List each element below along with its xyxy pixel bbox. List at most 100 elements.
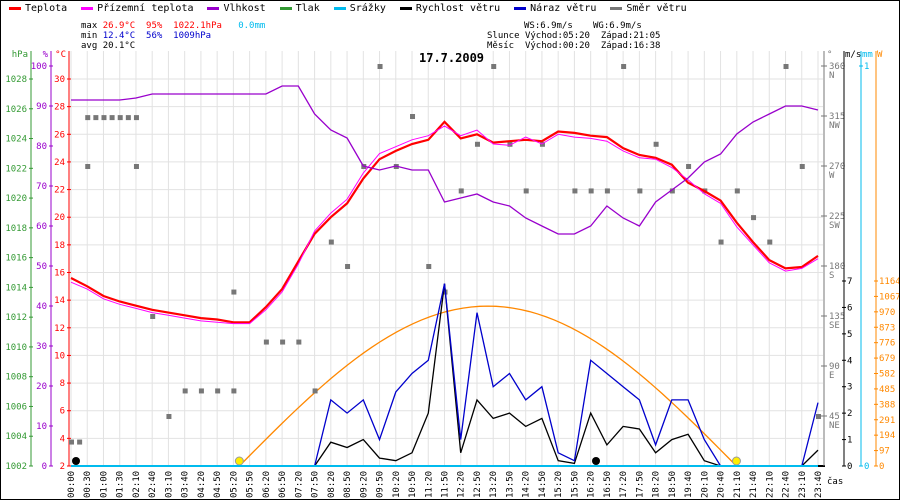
wind-direction-point bbox=[523, 188, 529, 194]
max-rain: 0.0mm bbox=[238, 21, 266, 31]
direction-tick-label: SE bbox=[829, 321, 840, 331]
direction-tick-label: N bbox=[829, 71, 834, 81]
wind-direction-point bbox=[231, 388, 237, 394]
legend-swatch bbox=[514, 7, 527, 10]
direction-tick-label: NE bbox=[829, 421, 840, 431]
press-tick-label: 1006 bbox=[5, 402, 27, 412]
x-tick-label: 03:10 bbox=[164, 471, 174, 498]
legend-swatch bbox=[207, 7, 220, 10]
sun-tick-label: 388 bbox=[879, 400, 895, 410]
wind-direction-point bbox=[263, 339, 269, 345]
wind-direction-point bbox=[215, 388, 221, 394]
wind-direction-point bbox=[734, 188, 740, 194]
x-tick-label: 19:40 bbox=[684, 471, 694, 498]
temp-tick-label: 22 bbox=[54, 186, 65, 196]
x-tick-label: 12:50 bbox=[473, 471, 483, 498]
chart-title: 17.7.2009 bbox=[419, 51, 485, 65]
x-tick-label: 13:50 bbox=[505, 471, 515, 498]
wind-direction-point bbox=[69, 439, 74, 445]
wind-tick-label: 2 bbox=[847, 409, 852, 419]
direction-tick-label: 360 bbox=[829, 62, 845, 72]
temp-tick-label: 14 bbox=[54, 296, 65, 306]
legend-swatch bbox=[333, 7, 346, 10]
x-tick-label: 20:10 bbox=[700, 471, 710, 498]
moonset: Západ:16:38 bbox=[600, 41, 661, 51]
legend-item: Teplota bbox=[9, 3, 67, 14]
wind-direction-point bbox=[280, 339, 286, 345]
press-tick-label: 1016 bbox=[5, 254, 27, 264]
hum-tick-label: 70 bbox=[36, 182, 47, 192]
direction-tick-label: S bbox=[829, 271, 834, 281]
legend-swatch bbox=[81, 7, 94, 10]
temp-tick-label: 28 bbox=[54, 103, 65, 113]
temp-tick-label: 30 bbox=[54, 75, 65, 85]
legend-item: Směr větru bbox=[610, 3, 687, 14]
x-tick-label: 13:20 bbox=[489, 471, 499, 498]
legend-item: Tlak bbox=[279, 3, 320, 14]
wind-axis-unit: m/s bbox=[845, 50, 861, 60]
wind-tick-label: 5 bbox=[847, 330, 852, 340]
moonrise-marker bbox=[72, 457, 80, 465]
avg-temp: 20.1°C bbox=[102, 41, 136, 51]
wind-direction-point bbox=[572, 188, 578, 194]
series-vlhkost bbox=[71, 85, 819, 235]
x-tick-label: 18:50 bbox=[668, 471, 678, 498]
legend: Teplota Přízemní teplota Vlhkost Tlak Srážky… bbox=[9, 3, 687, 14]
wind-tick-label: 3 bbox=[847, 383, 852, 393]
legend-item: Vlhkost bbox=[207, 3, 266, 14]
temp-tick-label: 20 bbox=[54, 213, 65, 223]
wind-tick-label: 1 bbox=[847, 436, 852, 446]
wind-direction-point bbox=[117, 115, 123, 121]
press-axis-unit: hPa bbox=[12, 50, 28, 60]
press-tick-label: 1008 bbox=[5, 373, 27, 383]
x-tick-label: 20:40 bbox=[717, 471, 727, 498]
sun-tick-label: 873 bbox=[879, 323, 895, 333]
sunrise-marker bbox=[234, 456, 244, 466]
wind-direction-point bbox=[637, 188, 643, 194]
wind-direction-point bbox=[491, 64, 497, 69]
x-tick-label: 22:40 bbox=[782, 471, 792, 498]
sun-info: Slunce Východ:05:20 Západ:21:05 bbox=[487, 31, 660, 42]
wind-direction-point bbox=[93, 115, 99, 121]
x-tick-label: 04:50 bbox=[213, 471, 223, 498]
x-tick-label: 01:30 bbox=[116, 471, 126, 498]
press-tick-label: 1014 bbox=[5, 283, 27, 293]
moon-info: Měsíc Východ:00:20 Západ:16:38 bbox=[487, 41, 660, 52]
direction-tick-label: 315 bbox=[829, 112, 845, 122]
wind-tick-label: 6 bbox=[847, 303, 852, 313]
wind-direction-point bbox=[507, 141, 513, 147]
x-tick-label: 21:40 bbox=[749, 471, 759, 498]
sun-tick-label: 1164 bbox=[879, 277, 899, 287]
wind-direction-point bbox=[377, 64, 383, 69]
legend-label: Vlhkost bbox=[223, 3, 266, 14]
x-tick-label: 16:50 bbox=[603, 471, 613, 498]
wind-direction-point bbox=[410, 114, 416, 119]
x-tick-label: 07:50 bbox=[311, 471, 321, 498]
x-tick-label: 08:50 bbox=[343, 471, 353, 498]
wind-tick-label: 7 bbox=[847, 277, 852, 287]
wind-tick-label: 4 bbox=[847, 356, 852, 366]
x-tick-label: 17:50 bbox=[635, 471, 645, 498]
sun-label: Slunce bbox=[487, 31, 520, 41]
wind-direction-point bbox=[166, 414, 172, 419]
wind-tick-label: 0 bbox=[847, 462, 852, 472]
hum-tick-label: 0 bbox=[42, 462, 47, 472]
legend-item: Rychlost větru bbox=[399, 3, 501, 14]
sunset: Západ:21:05 bbox=[600, 31, 661, 41]
temp-tick-label: 18 bbox=[54, 241, 65, 251]
temp-tick-label: 2 bbox=[60, 462, 65, 472]
temp-tick-label: 12 bbox=[54, 324, 65, 334]
direction-tick-label: 180 bbox=[829, 262, 845, 272]
rain-tick-label: 0 bbox=[864, 462, 869, 472]
x-tick-label: 16:20 bbox=[587, 471, 597, 498]
wind-direction-point bbox=[458, 188, 464, 194]
wind-direction-point bbox=[85, 164, 91, 169]
legend-label: Rychlost větru bbox=[415, 3, 501, 14]
hum-tick-label: 80 bbox=[36, 142, 47, 152]
legend-swatch bbox=[399, 7, 412, 10]
sunrise: Východ:05:20 bbox=[524, 31, 590, 41]
wind-direction-point bbox=[474, 141, 480, 147]
x-tick-label: 05:20 bbox=[229, 471, 239, 498]
solar-radiation-line bbox=[238, 305, 737, 467]
x-tick-label: 01:00 bbox=[99, 471, 109, 498]
